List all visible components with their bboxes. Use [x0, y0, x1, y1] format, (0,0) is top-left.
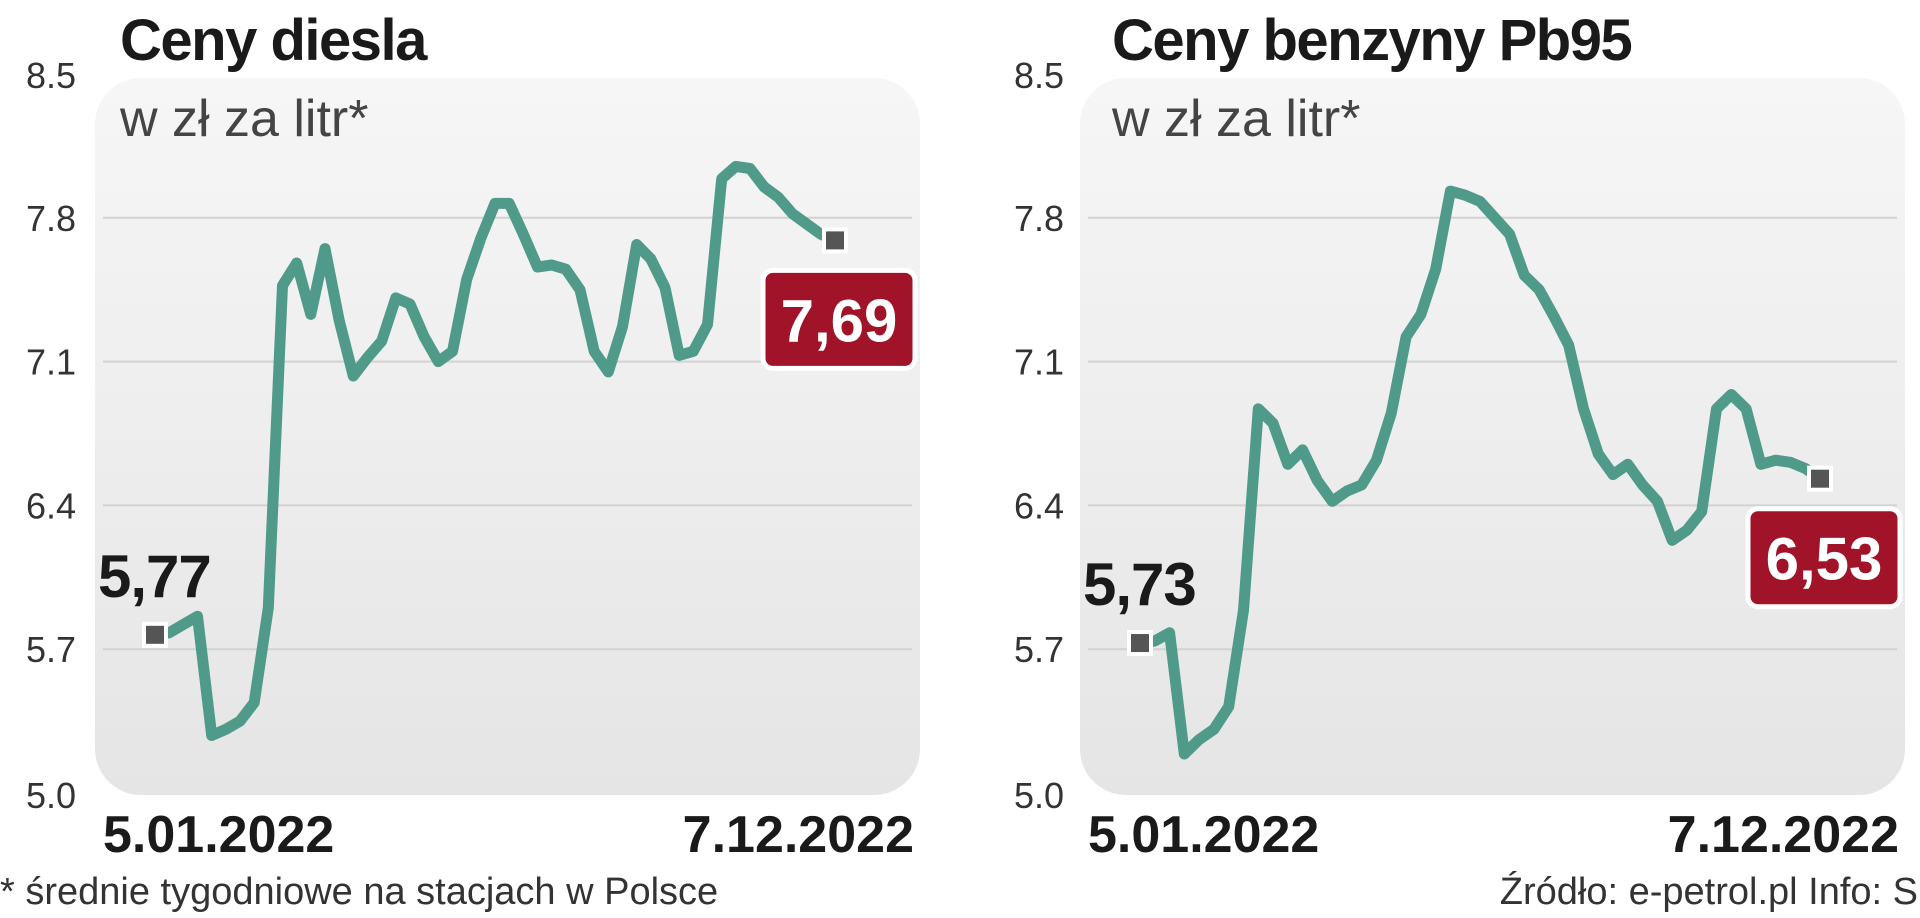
x-start-label: 5.01.2022: [103, 806, 334, 864]
chart-panel-2: 8.5 7.8 7.1 6.4 5.7 5.0 Ceny benzyny Pb95 w zł …: [1014, 8, 1905, 864]
start-value-label: 5,73: [1083, 551, 1196, 618]
y-tick-label: 5.0: [1014, 775, 1064, 816]
footer-note: * średnie tygodniowe na stacjach w Polsc…: [0, 871, 718, 913]
end-value-badge: [760, 267, 918, 371]
chart-title: Ceny diesla: [120, 8, 428, 73]
y-tick-label: 7.1: [1014, 342, 1064, 383]
chart-subtitle: w zł za litr*: [119, 90, 368, 148]
y-tick-label: 7.8: [1014, 198, 1064, 239]
y-tick-label: 8.5: [1014, 55, 1064, 96]
end-value-label: 7,69: [781, 287, 898, 354]
footer-source: Źródło: e-petrol.pl Info: S: [1500, 870, 1918, 913]
x-end-label: 7.12.2022: [683, 806, 914, 864]
end-marker: [822, 227, 848, 254]
end-value-label: 6,53: [1766, 526, 1883, 593]
series-line: [149, 160, 841, 741]
start-marker: [1127, 630, 1153, 657]
x-start-label: 5.01.2022: [1088, 806, 1319, 864]
y-tick-label: 5.7: [1014, 629, 1064, 670]
series-line: [1134, 185, 1826, 760]
chart-panel-1: 8.5 7.8 7.1 6.4 5.7 5.0 Ceny diesla w zł za lit…: [26, 8, 920, 864]
y-tick-label: 8.5: [26, 55, 76, 96]
start-marker: [142, 621, 168, 648]
y-tick-label: 7.1: [26, 342, 76, 383]
y-tick-label: 7.8: [26, 198, 76, 239]
x-end-label: 7.12.2022: [1668, 806, 1899, 864]
start-value-label: 5,77: [98, 543, 211, 610]
plot-background: [1080, 78, 1905, 795]
y-tick-label: 5.7: [26, 629, 76, 670]
y-tick-label: 5.0: [26, 775, 76, 816]
charts-group: 8.5 7.8 7.1 6.4 5.7 5.0 Ceny diesla w zł za lit…: [26, 8, 1905, 864]
chart-subtitle: w zł za litr*: [1111, 90, 1360, 148]
end-value-badge: [1745, 506, 1903, 610]
y-tick-label: 6.4: [26, 485, 76, 526]
y-tick-label: 6.4: [1014, 485, 1064, 526]
plot-background: [95, 78, 920, 795]
end-marker: [1807, 465, 1833, 492]
chart-title: Ceny benzyny Pb95: [1112, 8, 1631, 73]
